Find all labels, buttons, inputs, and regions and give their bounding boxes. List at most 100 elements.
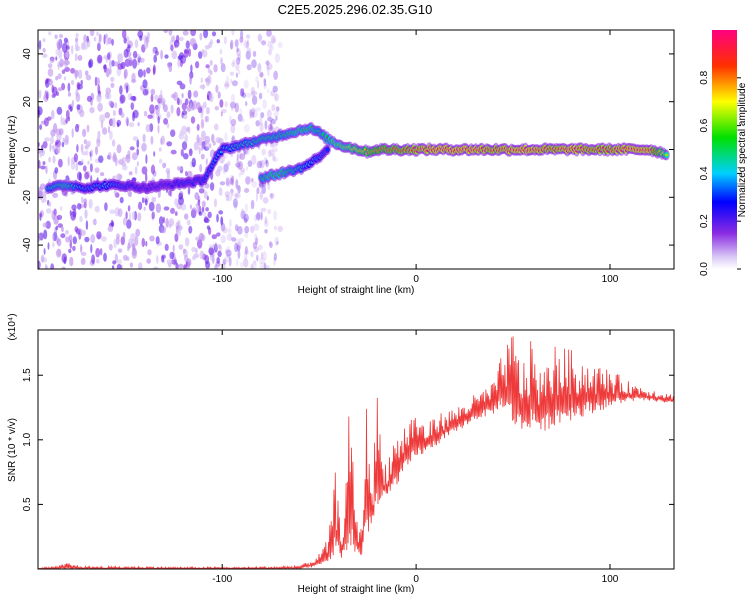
noise-speckle bbox=[123, 37, 127, 44]
noise-speckle bbox=[55, 49, 60, 56]
noise-speckle bbox=[271, 38, 276, 43]
noise-speckle bbox=[168, 190, 172, 196]
noise-speckle bbox=[170, 149, 177, 155]
noise-speckle bbox=[191, 207, 197, 216]
noise-speckle bbox=[157, 124, 160, 134]
noise-speckle bbox=[114, 102, 118, 109]
noise-speckle bbox=[132, 109, 139, 119]
noise-speckle bbox=[266, 63, 273, 70]
noise-speckle bbox=[197, 238, 203, 249]
noise-speckle bbox=[175, 34, 180, 44]
noise-speckle bbox=[71, 79, 74, 86]
noise-speckle bbox=[250, 225, 255, 234]
noise-speckle bbox=[246, 47, 251, 55]
noise-speckle bbox=[103, 252, 107, 262]
noise-speckle bbox=[101, 236, 107, 242]
noise-speckle bbox=[168, 62, 173, 73]
noise-speckle bbox=[94, 205, 100, 213]
noise-speckle bbox=[59, 128, 64, 136]
noise-speckle bbox=[237, 185, 241, 194]
noise-speckle bbox=[83, 139, 88, 145]
noise-speckle bbox=[245, 50, 251, 60]
noise-speckle bbox=[98, 155, 104, 163]
colorbar-tick-label: 0.0 bbox=[699, 262, 710, 276]
noise-speckle bbox=[150, 135, 154, 145]
noise-speckle bbox=[174, 211, 178, 216]
noise-speckle bbox=[150, 94, 154, 103]
noise-speckle bbox=[42, 141, 48, 149]
figure-title: C2E5.2025.296.02.35.G10 bbox=[278, 2, 433, 17]
noise-speckle bbox=[199, 84, 206, 90]
noise-speckle bbox=[54, 34, 58, 39]
noise-speckle bbox=[177, 97, 180, 105]
noise-speckle bbox=[127, 44, 131, 49]
noise-speckle bbox=[269, 241, 273, 249]
noise-speckle bbox=[211, 31, 217, 37]
noise-speckle bbox=[185, 41, 190, 47]
noise-speckle bbox=[268, 149, 274, 157]
y-tick-label: 20 bbox=[22, 96, 33, 108]
noise-speckle bbox=[150, 164, 156, 175]
noise-speckle bbox=[111, 117, 116, 128]
noise-speckle bbox=[63, 76, 66, 81]
noise-speckle bbox=[255, 212, 261, 221]
noise-speckle bbox=[154, 94, 159, 101]
noise-speckle bbox=[158, 216, 164, 226]
noise-speckle bbox=[63, 139, 69, 146]
noise-speckle bbox=[231, 105, 234, 112]
noise-speckle bbox=[226, 246, 230, 253]
noise-speckle bbox=[40, 254, 45, 263]
noise-speckle bbox=[117, 53, 124, 63]
noise-speckle bbox=[198, 211, 203, 216]
noise-speckle bbox=[266, 109, 272, 118]
noise-speckle bbox=[80, 251, 87, 256]
noise-speckle bbox=[128, 171, 133, 176]
noise-speckle bbox=[61, 226, 64, 232]
noise-speckle bbox=[262, 197, 269, 204]
noise-speckle bbox=[160, 135, 165, 145]
noise-speckle bbox=[251, 107, 256, 115]
noise-speckle bbox=[190, 64, 193, 73]
noise-speckle bbox=[97, 54, 103, 64]
noise-speckle bbox=[214, 105, 219, 111]
noise-speckle bbox=[258, 34, 263, 43]
noise-speckle bbox=[237, 160, 244, 171]
noise-speckle bbox=[59, 58, 65, 67]
noise-speckle bbox=[214, 264, 218, 269]
noise-speckle bbox=[188, 126, 191, 135]
noise-speckle bbox=[49, 57, 55, 63]
noise-speckle bbox=[56, 106, 63, 115]
noise-speckle bbox=[67, 92, 72, 97]
noise-speckle bbox=[93, 36, 97, 42]
noise-speckle bbox=[103, 34, 106, 45]
noise-speckle bbox=[128, 191, 132, 198]
noise-speckle bbox=[275, 106, 280, 112]
noise-speckle bbox=[273, 225, 278, 231]
noise-speckle bbox=[217, 244, 221, 249]
noise-speckle bbox=[244, 251, 248, 261]
noise-speckle bbox=[52, 146, 55, 153]
noise-speckle bbox=[178, 244, 184, 250]
noise-speckle bbox=[200, 145, 204, 152]
noise-speckle bbox=[155, 203, 162, 214]
noise-speckle bbox=[265, 159, 268, 165]
x-tick-label: -100 bbox=[212, 274, 232, 285]
noise-speckle bbox=[50, 129, 56, 137]
noise-speckle bbox=[42, 222, 48, 228]
noise-speckle bbox=[230, 93, 235, 104]
noise-speckle bbox=[243, 213, 249, 222]
noise-speckle bbox=[105, 92, 110, 100]
noise-speckle bbox=[273, 252, 277, 261]
noise-speckle bbox=[226, 233, 233, 241]
noise-speckle bbox=[84, 209, 88, 219]
noise-speckle bbox=[199, 250, 205, 260]
noise-speckle bbox=[116, 259, 123, 265]
noise-speckle bbox=[262, 99, 267, 110]
noise-speckle bbox=[141, 197, 145, 204]
noise-speckle bbox=[121, 161, 127, 167]
noise-speckle bbox=[76, 144, 79, 153]
noise-speckle bbox=[226, 253, 231, 259]
noise-speckle bbox=[89, 106, 95, 114]
noise-speckle bbox=[217, 91, 221, 99]
noise-speckle bbox=[179, 36, 184, 42]
